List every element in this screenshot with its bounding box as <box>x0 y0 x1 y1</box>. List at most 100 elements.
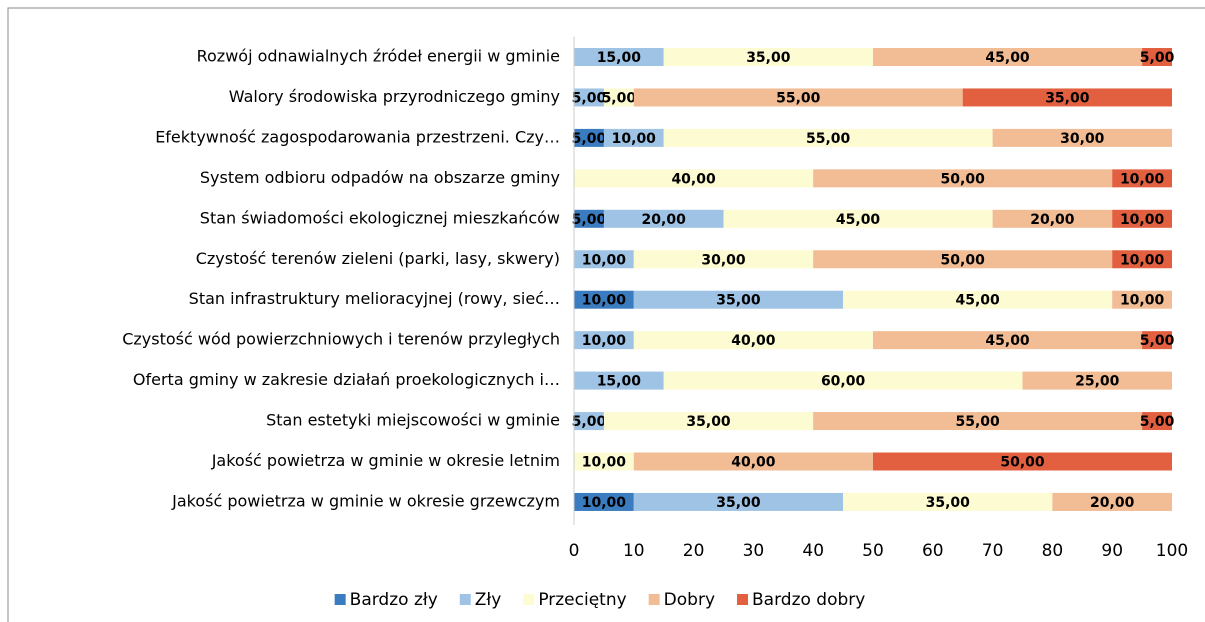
bar-segment <box>1052 492 1172 511</box>
category-label: Stan świadomości ekologicznej mieszkańcó… <box>200 208 560 227</box>
bar-segment <box>633 452 873 471</box>
x-tick-label: 0 <box>569 541 580 561</box>
data-label: 35,00 <box>1045 90 1090 106</box>
data-label: 10,00 <box>582 495 627 511</box>
bar-segment <box>1112 250 1172 269</box>
category-label: Stan estetyki miejscowości w gminie <box>266 411 560 430</box>
bar-segment <box>574 48 664 66</box>
data-label: 10,00 <box>582 333 627 349</box>
data-label: 20,00 <box>1030 212 1075 228</box>
data-label: 20,00 <box>1090 495 1135 511</box>
data-label: 45,00 <box>836 212 881 228</box>
legend-swatch <box>737 594 749 605</box>
bar-segment <box>603 412 814 431</box>
data-label: 60,00 <box>821 374 866 390</box>
bar-segment <box>574 88 604 107</box>
legend-swatch <box>334 594 346 605</box>
data-label: 10,00 <box>1120 212 1165 228</box>
data-label: 10,00 <box>582 252 627 268</box>
bar-segment <box>1112 209 1172 228</box>
bar-segment <box>574 371 664 390</box>
bar-segment <box>574 128 604 147</box>
bar-segment <box>873 452 1172 471</box>
legend-label: Bardzo zły <box>350 590 438 610</box>
x-tick-label: 100 <box>1156 541 1188 561</box>
data-label: 55,00 <box>776 90 821 106</box>
legend-swatch <box>459 594 471 605</box>
data-label: 10,00 <box>1120 171 1165 187</box>
category-label: Jakość powietrza w gminie w okresie letn… <box>211 451 560 470</box>
bar-segment <box>574 169 814 188</box>
bar-segment <box>574 331 634 350</box>
legend-label: Dobry <box>664 590 715 610</box>
data-label: 35,00 <box>746 50 791 66</box>
data-label: 55,00 <box>956 414 1001 430</box>
chart-border <box>7 7 1205 622</box>
bar-segment <box>663 48 873 66</box>
category-label: Czystość wód powierzchniowych i terenów … <box>122 330 560 349</box>
data-label: 35,00 <box>716 495 761 511</box>
data-label: 35,00 <box>926 495 971 511</box>
data-label: 45,00 <box>956 293 1001 309</box>
data-label: 10,00 <box>1120 293 1165 309</box>
data-label: 45,00 <box>985 333 1030 349</box>
data-label: 15,00 <box>597 374 642 390</box>
data-label: 5,00 <box>572 131 607 147</box>
bar-segment <box>633 290 844 309</box>
category-label: Jakość powietrza w gminie w okresie grze… <box>171 491 560 510</box>
bar-segment <box>813 412 1143 431</box>
data-label: 30,00 <box>701 252 746 268</box>
data-label: 15,00 <box>597 50 642 66</box>
data-label: 5,00 <box>572 414 607 430</box>
category-label: Czystość terenów zieleni (parki, lasy, s… <box>196 249 560 268</box>
category-label: System odbioru odpadów na obszarze gminy <box>200 168 560 187</box>
bar-segment <box>813 169 1113 188</box>
x-tick-label: 20 <box>683 541 705 561</box>
x-tick-label: 10 <box>623 541 645 561</box>
data-label: 5,00 <box>572 90 607 106</box>
legend-swatch <box>648 594 660 605</box>
data-label: 30,00 <box>1060 131 1105 147</box>
data-label: 5,00 <box>1140 414 1175 430</box>
data-label: 55,00 <box>806 131 851 147</box>
data-label: 20,00 <box>642 212 687 228</box>
bar-segment <box>992 128 1172 147</box>
bar-segment <box>603 128 664 147</box>
bar-segment <box>813 250 1113 269</box>
bar-segment <box>992 209 1113 228</box>
data-label: 5,00 <box>602 90 637 106</box>
bar-segment <box>1022 371 1172 390</box>
x-tick-label: 90 <box>1101 541 1123 561</box>
bar-segment <box>843 290 1113 309</box>
bar-segment <box>574 452 634 471</box>
legend-label: Bardzo dobry <box>752 590 865 610</box>
legend: Bardzo zły Zły Przeciętny Dobry Bardzo dobry <box>334 590 865 610</box>
data-label: 10,00 <box>582 455 627 471</box>
data-label: 40,00 <box>731 455 776 471</box>
data-label: 50,00 <box>941 252 986 268</box>
bar-segment <box>873 331 1143 350</box>
data-label: 5,00 <box>1140 333 1175 349</box>
bar-segment <box>1142 48 1172 66</box>
legend-label: Zły <box>475 590 502 610</box>
bar-segment <box>603 209 724 228</box>
bar-segment <box>574 209 604 228</box>
x-tick-label: 80 <box>1042 541 1064 561</box>
bar-segment <box>843 492 1053 511</box>
data-label: 45,00 <box>985 50 1030 66</box>
data-label: 10,00 <box>612 131 657 147</box>
category-label: Efektywność zagospodarowania przestrzeni… <box>155 127 560 146</box>
x-tick-label: 50 <box>862 541 884 561</box>
legend-label: Przeciętny <box>538 590 626 610</box>
x-tick-label: 40 <box>802 541 824 561</box>
data-label: 10,00 <box>1120 252 1165 268</box>
data-label: 10,00 <box>582 293 627 309</box>
bar-segment <box>574 412 604 431</box>
data-label: 40,00 <box>731 333 776 349</box>
bar-segment <box>1142 412 1172 431</box>
bar-segment <box>723 209 993 228</box>
data-label: 35,00 <box>686 414 731 430</box>
bar-segment <box>633 88 963 107</box>
bar-segment <box>1142 331 1172 350</box>
